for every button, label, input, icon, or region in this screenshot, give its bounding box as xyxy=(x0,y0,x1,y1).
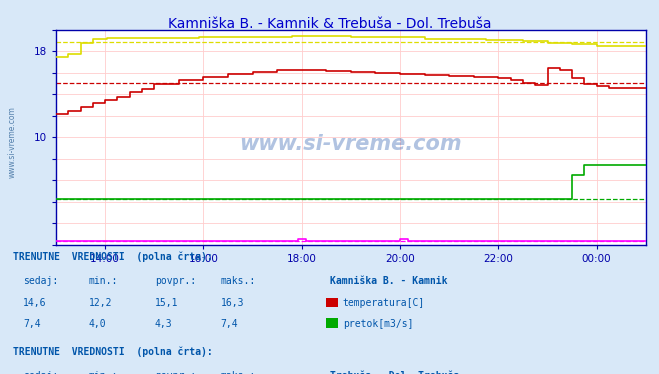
Text: pretok[m3/s]: pretok[m3/s] xyxy=(343,319,413,328)
Text: 7,4: 7,4 xyxy=(23,319,41,328)
Text: maks.:: maks.: xyxy=(221,371,256,374)
Text: sedaj:: sedaj: xyxy=(23,371,58,374)
Text: povpr.:: povpr.: xyxy=(155,276,196,286)
Text: temperatura[C]: temperatura[C] xyxy=(343,298,425,308)
Text: www.si-vreme.com: www.si-vreme.com xyxy=(240,134,462,154)
Text: Kamniška B. - Kamnik & Trebuša - Dol. Trebuša: Kamniška B. - Kamnik & Trebuša - Dol. Tr… xyxy=(168,17,491,31)
Text: maks.:: maks.: xyxy=(221,276,256,286)
Text: TRENUTNE  VREDNOSTI  (polna črta):: TRENUTNE VREDNOSTI (polna črta): xyxy=(13,251,213,262)
Text: min.:: min.: xyxy=(89,276,119,286)
Text: Kamniška B. - Kamnik: Kamniška B. - Kamnik xyxy=(330,276,447,286)
Text: 12,2: 12,2 xyxy=(89,298,113,308)
Text: 15,1: 15,1 xyxy=(155,298,179,308)
Text: sedaj:: sedaj: xyxy=(23,276,58,286)
Text: TRENUTNE  VREDNOSTI  (polna črta):: TRENUTNE VREDNOSTI (polna črta): xyxy=(13,346,213,356)
Text: 4,3: 4,3 xyxy=(155,319,173,328)
Text: 14,6: 14,6 xyxy=(23,298,47,308)
Text: povpr.:: povpr.: xyxy=(155,371,196,374)
Text: 7,4: 7,4 xyxy=(221,319,239,328)
Text: min.:: min.: xyxy=(89,371,119,374)
Text: 4,0: 4,0 xyxy=(89,319,107,328)
Text: 16,3: 16,3 xyxy=(221,298,244,308)
Text: www.si-vreme.com: www.si-vreme.com xyxy=(8,106,17,178)
Text: Trebuša - Dol. Trebuša: Trebuša - Dol. Trebuša xyxy=(330,371,459,374)
